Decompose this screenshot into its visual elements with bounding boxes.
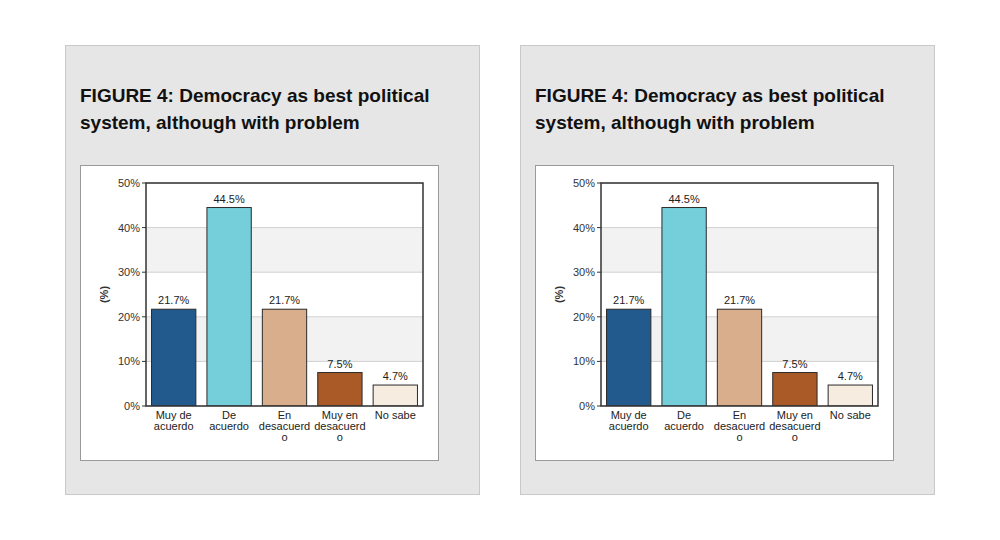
- bar: [262, 309, 306, 406]
- x-tick-label: Muy endesacuerdo: [314, 409, 365, 443]
- data-label: 7.5%: [327, 358, 352, 370]
- chart-title: FIGURE 4: Democracy as best political sy…: [535, 82, 900, 136]
- data-label: 21.7%: [158, 294, 189, 306]
- data-label: 21.7%: [613, 294, 644, 306]
- x-tick-label-line: o: [337, 431, 343, 443]
- y-tick-label: 50%: [118, 177, 140, 189]
- x-tick-label-line: acuerdo: [664, 420, 704, 432]
- x-tick-label-line: acuerdo: [609, 420, 649, 432]
- bar: [773, 373, 817, 406]
- x-tick-label: Muy endesacuerdo: [769, 409, 820, 443]
- grid-band: [146, 228, 423, 273]
- bar: [717, 309, 761, 406]
- grid-band: [601, 228, 878, 273]
- chart-svg: 0% 10% 20% 30% 40% 50% (%) 21.7% 44.5% 21.7% 7.5% 4…: [81, 166, 438, 460]
- x-tick-label: Endesacuerdo: [714, 409, 765, 443]
- bar: [318, 373, 362, 406]
- x-tick-label: Deacuerdo: [209, 409, 249, 432]
- x-tick-label-line: o: [736, 431, 742, 443]
- y-tick-label: 20%: [118, 311, 140, 323]
- y-tick-label: 30%: [118, 266, 140, 278]
- data-label: 21.7%: [724, 294, 755, 306]
- bar: [152, 309, 196, 406]
- y-tick-label: 30%: [573, 266, 595, 278]
- data-label: 4.7%: [383, 370, 408, 382]
- grid-line: [601, 227, 878, 228]
- x-tick-label-line: No sabe: [375, 409, 416, 421]
- bar: [373, 385, 417, 406]
- data-label: 7.5%: [782, 358, 807, 370]
- x-tick-label-line: acuerdo: [154, 420, 194, 432]
- bars: [152, 208, 418, 406]
- x-tick-label: No sabe: [375, 409, 416, 421]
- bar: [828, 385, 872, 406]
- y-axis-label: (%): [98, 286, 110, 303]
- x-tick-label-line: acuerdo: [209, 420, 249, 432]
- y-tick-label: 10%: [573, 355, 595, 367]
- panel: FIGURE 4: Democracy as best political sy…: [65, 45, 480, 495]
- x-tick-label: Deacuerdo: [664, 409, 704, 432]
- data-label: 44.5%: [668, 193, 699, 205]
- y-tick-label: 50%: [573, 177, 595, 189]
- x-tick-label: No sabe: [830, 409, 871, 421]
- bar: [607, 309, 651, 406]
- grid-line: [146, 272, 423, 273]
- labels: 21.7% 44.5% 21.7% 7.5% 4.7%: [158, 193, 408, 383]
- bars: [607, 208, 873, 406]
- x-tick-label: Muy deacuerdo: [609, 409, 649, 432]
- data-label: 44.5%: [213, 193, 244, 205]
- y-tick-label: 10%: [118, 355, 140, 367]
- x-tick-label: Endesacuerdo: [259, 409, 310, 443]
- chart-box: 0% 10% 20% 30% 40% 50% (%) 21.7% 44.5% 21.7% 7.5% 4…: [80, 165, 439, 461]
- bar: [207, 208, 251, 406]
- data-label: 21.7%: [269, 294, 300, 306]
- plot-frame: [146, 183, 423, 406]
- y-tick-label: 20%: [573, 311, 595, 323]
- y-tick-label: 40%: [118, 222, 140, 234]
- labels: 21.7% 44.5% 21.7% 7.5% 4.7%: [613, 193, 863, 383]
- grid-line: [601, 272, 878, 273]
- y-tick-label: 40%: [573, 222, 595, 234]
- panel: FIGURE 4: Democracy as best political sy…: [520, 45, 935, 495]
- bar: [662, 208, 706, 406]
- chart-box: 0% 10% 20% 30% 40% 50% (%) 21.7% 44.5% 21.7% 7.5% 4…: [535, 165, 894, 461]
- x-tick-label-line: o: [792, 431, 798, 443]
- y-tick-label: 0%: [124, 400, 140, 412]
- x-tick-label-line: No sabe: [830, 409, 871, 421]
- plot-frame: [601, 183, 878, 406]
- grid-line: [146, 227, 423, 228]
- chart-title: FIGURE 4: Democracy as best political sy…: [80, 82, 445, 136]
- chart-svg: 0% 10% 20% 30% 40% 50% (%) 21.7% 44.5% 21.7% 7.5% 4…: [536, 166, 893, 460]
- x-tick-label-line: o: [281, 431, 287, 443]
- x-tick-label: Muy deacuerdo: [154, 409, 194, 432]
- y-axis-label: (%): [553, 286, 565, 303]
- data-label: 4.7%: [838, 370, 863, 382]
- y-tick-label: 0%: [579, 400, 595, 412]
